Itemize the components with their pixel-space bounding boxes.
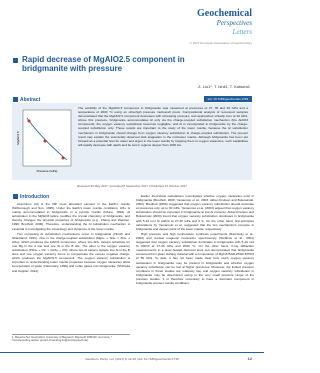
footnote: 1. Bayerisches Geoinstitut, University o… <box>12 334 130 343</box>
dates: Received 30 May 2017 | Accepted 8 Septem… <box>77 184 187 188</box>
point <box>61 156 65 160</box>
paragraph: Earlier theoretical calculations investi… <box>136 194 254 231</box>
doi: doi: 10.7185/geochemlet.1739 <box>203 96 252 102</box>
page-number: 12 <box>247 356 252 361</box>
right-column: Earlier theoretical calculations investi… <box>136 194 254 286</box>
section-heading: Introduction <box>20 194 50 200</box>
point <box>43 139 47 143</box>
logo: Geochemical <box>197 8 252 19</box>
marker <box>13 194 18 199</box>
citation: Geochem. Persp. Let. (2017) 5, 12-18 | d… <box>85 357 179 361</box>
logo: Letters <box>232 28 252 36</box>
x-label: Pressure (GPa) <box>37 169 58 173</box>
paragraph: High pressure and high temperature synth… <box>136 231 254 285</box>
copyright: © 2017 European Association of Geochemis… <box>189 41 252 45</box>
y-label: MgAlO2.5 <box>16 131 20 145</box>
abstract-heading: Abstract <box>20 97 41 103</box>
rule <box>0 352 264 353</box>
page: Geochemical Perspectives Letters © 2017 … <box>0 8 264 361</box>
paragraph: Two competing Al substitution mechanisms… <box>12 231 130 273</box>
logo: Perspectives <box>216 19 252 27</box>
title: Rapid decrease of MgAlO2.5 component in … <box>22 55 185 73</box>
marker <box>13 58 18 63</box>
paragraph: Aluminium (Al) is the fifth most abundan… <box>12 202 130 231</box>
authors: Z. Liu1*, T. Ishii1, T. Katsura1 <box>198 84 250 89</box>
marker <box>13 97 18 102</box>
point <box>27 119 31 123</box>
abstract-text: The solubility of the MgAlO2.5 component… <box>78 106 248 147</box>
left-column: Aluminium (Al) is the fifth most abundan… <box>12 202 130 274</box>
abstract-figure: Pressure (GPa) MgAlO2.5 <box>16 109 72 173</box>
